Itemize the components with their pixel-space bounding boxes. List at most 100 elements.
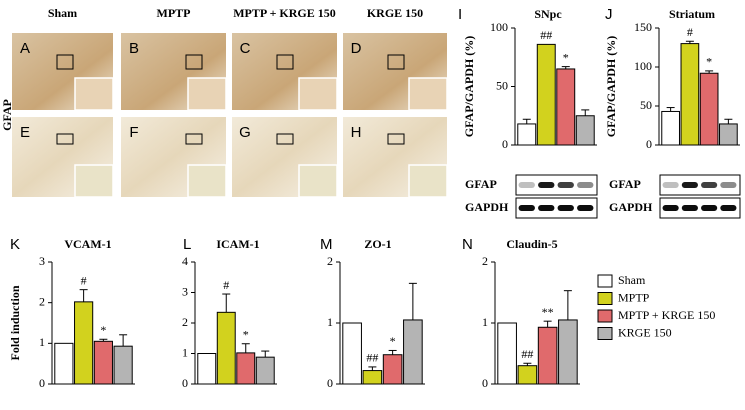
panel-letter: I [458, 6, 462, 23]
y-tick-label: 2 [39, 294, 45, 308]
blot-frame [515, 174, 598, 196]
roi-box [185, 54, 203, 70]
bar [680, 43, 700, 146]
bar [558, 319, 578, 385]
roi-box [56, 133, 74, 145]
inset [187, 164, 227, 198]
significance: * [563, 50, 569, 64]
blot-frame [659, 197, 741, 219]
y-tick-label: 0 [182, 376, 188, 390]
significance: ## [366, 351, 378, 365]
panel-letter: J [605, 6, 613, 23]
inset [74, 164, 114, 198]
significance: * [100, 323, 106, 337]
y-tick-label: 0 [646, 137, 652, 151]
legend-swatch [597, 327, 613, 340]
y-tick-label: 150 [634, 20, 652, 34]
legend-swatch [597, 309, 613, 323]
y-tick-label: 1 [327, 315, 333, 329]
significance: # [223, 278, 229, 292]
blot-band [720, 205, 737, 211]
bar [403, 319, 423, 385]
panel-letter: K [10, 236, 20, 253]
bar [362, 370, 383, 385]
row-label: GFAP [0, 99, 14, 131]
bar [699, 72, 719, 146]
bar [236, 352, 256, 385]
roi-box [185, 133, 203, 145]
blot-band [577, 205, 594, 211]
blot-band [720, 182, 737, 188]
bar [537, 326, 558, 385]
blot-band [538, 205, 555, 211]
legend-swatch [597, 274, 613, 288]
legend-label: KRGE 150 [618, 325, 672, 339]
legend-label: Sham [618, 273, 646, 287]
bar [382, 354, 403, 385]
significance: # [687, 25, 693, 39]
chart-title: ZO-1 [364, 237, 391, 251]
blot-label: GAPDH [609, 200, 653, 214]
bar [536, 43, 556, 146]
bar [54, 342, 74, 385]
roi-box [276, 54, 294, 70]
blot-band [557, 182, 574, 188]
significance: * [390, 334, 396, 348]
roi-box [387, 54, 405, 70]
y-tick-label: 0 [482, 376, 488, 390]
y-tick-label: 0 [327, 376, 333, 390]
panel-letter: E [20, 124, 30, 141]
significance: # [81, 273, 87, 287]
legend-label: MPTP [618, 290, 650, 304]
bar [197, 353, 217, 385]
y-tick-label: 1 [482, 315, 488, 329]
y-tick-label: 2 [327, 254, 333, 268]
y-tick-label: 3 [39, 254, 45, 268]
bar [556, 68, 576, 146]
panel-letter: D [351, 40, 362, 57]
significance: ## [521, 347, 533, 361]
panel-letter: G [239, 124, 251, 141]
inset [408, 77, 448, 111]
blot-band [701, 205, 718, 211]
y-tick-label: 0 [502, 137, 508, 151]
panel-letter: L [183, 236, 191, 253]
y-tick-label: 1 [182, 345, 188, 359]
y-tick-label: 4 [182, 254, 188, 268]
bar [517, 365, 538, 385]
roi-box [387, 133, 405, 145]
blot-label: GAPDH [465, 200, 509, 214]
bar [517, 123, 537, 146]
column-label: Sham [48, 6, 77, 20]
y-tick-label: 3 [182, 284, 188, 298]
blot-band [681, 205, 698, 211]
panel-letter: F [129, 124, 138, 141]
chart-title: Striatum [669, 7, 715, 21]
bar [719, 123, 738, 146]
panel-letter: M [320, 236, 333, 253]
bar [342, 322, 362, 385]
y-tick-label: 100 [490, 20, 508, 34]
chart-title: VCAM-1 [64, 237, 111, 251]
inset [298, 77, 338, 111]
inset [187, 77, 227, 111]
y-tick-label: 100 [634, 59, 652, 73]
bar [113, 345, 133, 385]
blot-frame [659, 174, 741, 196]
blot-band [577, 182, 594, 188]
bar [74, 301, 94, 385]
panel-letter: B [129, 40, 139, 57]
legend-label: MPTP + KRGE 150 [618, 308, 715, 322]
inset [74, 77, 114, 111]
blot-label: GFAP [465, 177, 497, 191]
y-tick-label: 2 [182, 315, 188, 329]
bar [661, 110, 680, 146]
y-axis-label: Fold induction [8, 285, 22, 360]
bar [93, 340, 113, 385]
blot-band [681, 182, 698, 188]
bar [575, 115, 595, 146]
significance: ** [542, 305, 554, 319]
blot-band [662, 205, 679, 211]
blot-band [518, 182, 535, 188]
